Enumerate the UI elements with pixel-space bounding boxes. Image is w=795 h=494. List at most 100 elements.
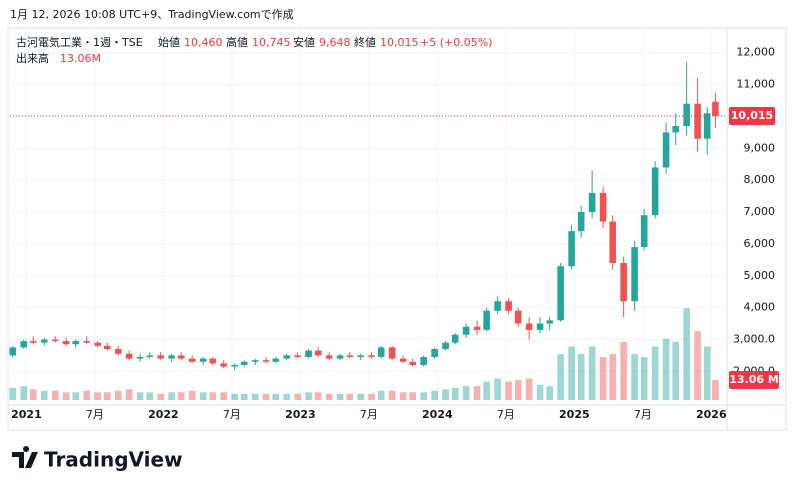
volume-bar — [9, 387, 17, 400]
last-price-tag — [729, 106, 775, 125]
candle-body — [409, 361, 416, 365]
volume-bar — [209, 392, 217, 400]
volume-bar — [188, 390, 196, 400]
y-tick-label: 6,000 — [744, 237, 776, 250]
candle-body — [305, 350, 312, 357]
volume-bar — [20, 386, 27, 400]
legend-volume-label: 出来高 — [16, 51, 49, 65]
candle-body — [220, 363, 227, 367]
candle-body — [199, 358, 207, 362]
volume-bar — [431, 390, 438, 400]
volume-bar — [546, 386, 553, 400]
volume-bar — [346, 393, 353, 400]
candle-body — [388, 347, 396, 359]
candle-body — [272, 358, 280, 362]
x-tick-label: 7月 — [360, 408, 378, 421]
candle-body — [473, 326, 481, 330]
candle-body — [9, 347, 17, 356]
last-price-label: 10,015 — [731, 109, 773, 122]
candle-body — [188, 358, 196, 362]
volume-bar — [420, 392, 427, 400]
candle-body — [662, 132, 670, 168]
volume-bar — [251, 393, 259, 400]
x-tick-label: 7月 — [223, 408, 241, 421]
x-tick-label: 2021 — [11, 408, 42, 421]
candle-body — [483, 310, 490, 330]
volume-bar — [29, 389, 37, 400]
y-tick-label: 11,000 — [737, 78, 776, 91]
created-note: 1月 12, 2026 10:08 UTC+9、TradingView.comで… — [10, 8, 294, 21]
volume-bar — [72, 392, 80, 400]
x-tick-label: 7月 — [86, 408, 104, 421]
volume-bar — [494, 378, 501, 400]
legend-volume: 13.06M — [60, 52, 101, 65]
candle-body — [357, 355, 364, 357]
y-tick-label: 8,000 — [744, 173, 776, 186]
volume-bar — [114, 390, 122, 400]
candle-body — [72, 341, 80, 345]
candle-body — [177, 355, 185, 359]
legend-close-label: 終値 — [354, 35, 376, 49]
candle-body — [703, 113, 711, 139]
volume-bar — [357, 393, 364, 400]
legend-open: 10,460 — [184, 36, 223, 49]
x-tick-label: 2023 — [285, 408, 316, 421]
candle-body — [209, 358, 217, 364]
candle-body — [588, 192, 596, 213]
candle-body — [640, 215, 648, 248]
volume-bar — [451, 387, 459, 400]
volume-bar — [262, 393, 270, 400]
volume-bar — [231, 393, 238, 400]
candle-body — [314, 350, 322, 356]
candle-body — [525, 323, 533, 330]
candle-body — [294, 355, 301, 357]
candle-body — [146, 355, 153, 357]
brand-logo: TradingView — [12, 446, 183, 472]
legend-close: 10,015 — [380, 36, 419, 49]
legend-symbol: 古河電気工業・1週・TSE — [16, 35, 143, 49]
y-tick-label: 12,000 — [737, 46, 776, 59]
candle-body — [51, 339, 59, 342]
volume-bar — [294, 393, 301, 400]
volume-bar — [514, 380, 522, 400]
brand-name: TradingView — [44, 448, 183, 472]
volume-bar — [40, 390, 48, 400]
volume-bar — [314, 392, 322, 400]
candle-body — [283, 355, 290, 359]
volume-bar — [177, 392, 185, 400]
candle-body — [114, 349, 122, 354]
candle-body — [442, 342, 449, 350]
volume-bar — [146, 392, 153, 400]
volume-bar — [220, 392, 227, 400]
candle-body — [577, 212, 585, 232]
candle-body — [462, 326, 470, 335]
candle-body — [346, 355, 353, 357]
candle-body — [40, 339, 48, 343]
volume-bar — [51, 390, 59, 400]
candle-body — [83, 341, 90, 343]
candle-body — [599, 192, 607, 222]
candle-body — [29, 341, 37, 343]
candle-body — [651, 167, 659, 216]
volume-bar — [525, 378, 533, 400]
volume-bar — [377, 390, 385, 400]
candle-body — [712, 101, 719, 116]
volume-bar — [712, 380, 719, 400]
chart-frame — [7, 27, 787, 431]
volume-bar — [662, 338, 670, 400]
y-tick-label: 5,000 — [744, 269, 776, 282]
volume-bar — [168, 392, 175, 400]
candle-body — [514, 310, 522, 324]
candle-body — [494, 301, 501, 311]
candle-body — [125, 353, 133, 359]
volume-bar — [399, 392, 407, 400]
candle-body — [262, 360, 270, 362]
legend-high-label: 高値 — [226, 35, 248, 49]
last-volume-tag — [729, 371, 779, 390]
legend-change: +5 (+0.05%) — [420, 36, 492, 49]
volume-bar — [272, 393, 280, 400]
volume-bar — [609, 354, 616, 400]
candle-body — [240, 361, 248, 365]
y-tick-label: 3,000.0 — [733, 332, 775, 345]
